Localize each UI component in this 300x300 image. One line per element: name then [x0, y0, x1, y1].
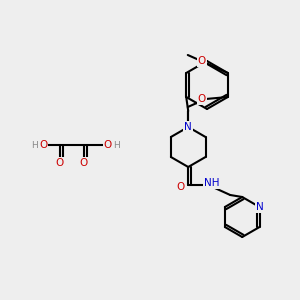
Text: O: O	[104, 140, 112, 150]
Text: O: O	[56, 158, 64, 168]
Text: N: N	[184, 122, 192, 132]
Text: N: N	[184, 122, 192, 132]
Text: methyl: methyl	[0, 299, 1, 300]
Text: O: O	[198, 56, 206, 66]
Text: N: N	[256, 202, 263, 212]
Text: O: O	[39, 140, 47, 150]
Text: H: H	[112, 140, 119, 149]
Text: methoxy: methoxy	[0, 299, 1, 300]
Text: NH: NH	[205, 178, 220, 188]
Text: O: O	[198, 94, 206, 104]
Text: O: O	[80, 158, 88, 168]
Text: H: H	[31, 140, 38, 149]
Text: O: O	[176, 182, 184, 192]
